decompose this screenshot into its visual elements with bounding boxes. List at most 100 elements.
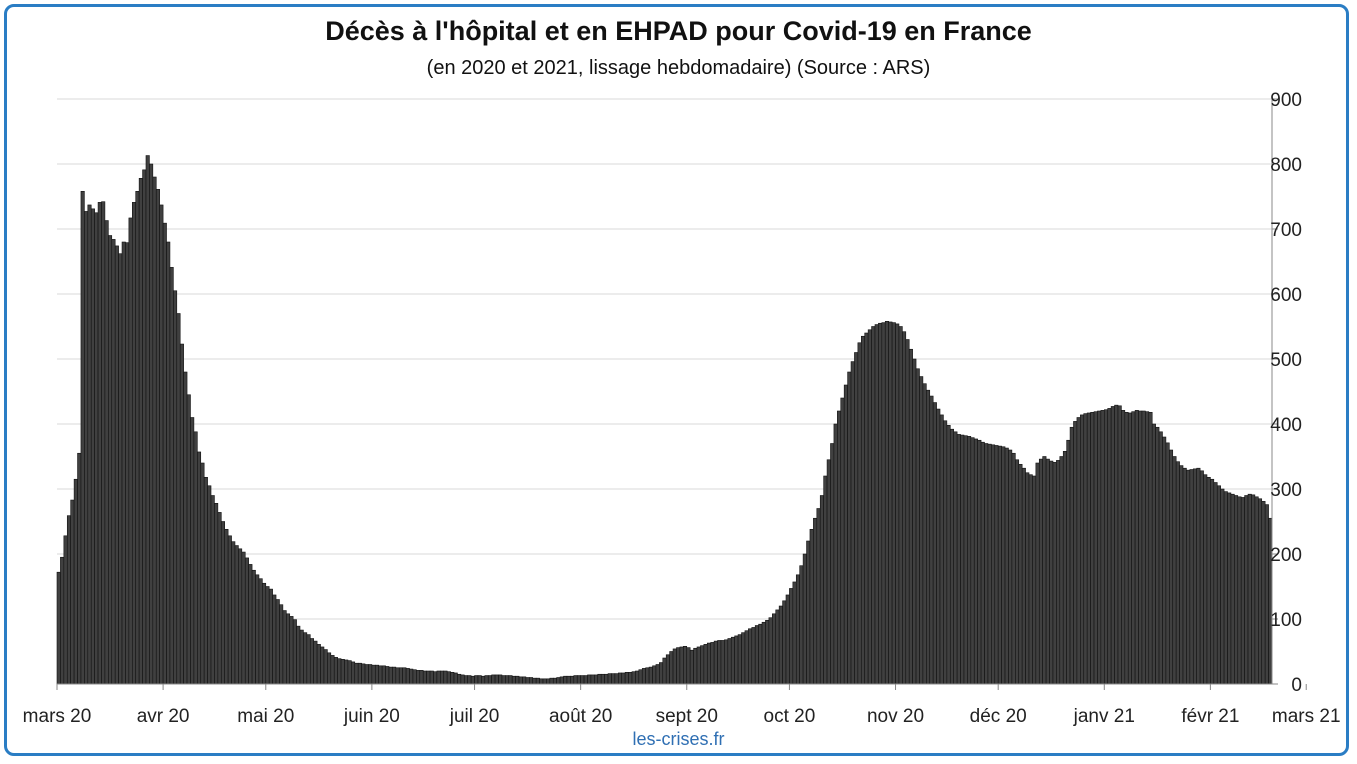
bar <box>272 594 277 685</box>
bar <box>1165 442 1170 685</box>
bar <box>943 420 948 685</box>
bar <box>1247 493 1252 685</box>
bar <box>628 671 633 685</box>
bar <box>854 352 859 685</box>
bar <box>193 431 198 685</box>
bar <box>149 163 154 685</box>
bar <box>77 452 82 685</box>
y-tick-label: 900 <box>1270 90 1302 111</box>
bar <box>816 508 821 685</box>
bar <box>1062 450 1067 685</box>
bar <box>706 642 712 685</box>
bar <box>775 609 780 685</box>
bar <box>183 371 188 685</box>
x-tick-label: sept 20 <box>656 706 718 727</box>
bar <box>614 673 619 685</box>
bar <box>700 645 705 685</box>
x-tick-label: nov 20 <box>867 706 924 727</box>
bar <box>696 646 701 685</box>
bar <box>1264 504 1269 685</box>
bar <box>881 322 886 685</box>
bar <box>1244 495 1249 685</box>
y-tick-labels: 0 100 200 300 400 500 600 700 800 900 <box>1270 90 1302 696</box>
bar <box>388 666 393 685</box>
bar <box>309 638 314 685</box>
bar <box>761 621 766 685</box>
bar <box>830 443 835 685</box>
bar <box>371 664 376 685</box>
bar <box>344 659 349 685</box>
bar <box>1261 501 1266 685</box>
bar <box>980 441 985 685</box>
bar <box>860 335 866 685</box>
bar <box>884 320 889 685</box>
bar <box>214 502 219 685</box>
bar <box>320 646 325 685</box>
bar <box>484 675 489 685</box>
bar <box>710 642 715 685</box>
bar <box>90 208 95 685</box>
bar <box>118 253 123 685</box>
bar <box>1131 411 1136 685</box>
bar <box>1213 482 1218 685</box>
bar <box>1076 417 1081 685</box>
bar <box>1117 405 1122 685</box>
bar <box>1254 496 1259 685</box>
bar <box>638 669 643 685</box>
bar <box>1182 467 1187 685</box>
bar <box>132 202 137 685</box>
bar <box>1038 458 1043 685</box>
bar <box>487 675 492 685</box>
bar <box>125 242 130 685</box>
bar <box>203 476 208 685</box>
bar <box>758 623 763 685</box>
bar <box>1210 478 1215 685</box>
y-tick-label: 0 <box>1291 675 1302 696</box>
bar <box>1138 410 1143 685</box>
bar <box>210 495 215 685</box>
bar <box>1169 449 1174 685</box>
bar <box>1141 410 1146 685</box>
bar <box>570 675 575 685</box>
bar <box>378 665 383 685</box>
bar <box>703 644 708 685</box>
bar <box>238 548 243 685</box>
bar <box>207 485 212 685</box>
bar <box>303 632 308 685</box>
bar <box>419 670 424 685</box>
bar <box>508 675 513 685</box>
bar <box>1175 461 1180 685</box>
bar <box>967 436 972 685</box>
bar <box>1015 459 1020 685</box>
bar <box>929 395 934 685</box>
bar <box>494 674 499 685</box>
bar <box>381 665 386 685</box>
bar <box>991 444 996 685</box>
bar <box>549 677 554 685</box>
bar <box>857 342 862 685</box>
bar <box>535 677 540 685</box>
bar <box>511 675 516 685</box>
bar <box>446 671 451 685</box>
bar <box>765 619 770 685</box>
bar <box>600 673 605 685</box>
bar <box>648 666 653 685</box>
x-tick-label: déc 20 <box>970 706 1027 727</box>
bar <box>97 202 102 685</box>
bar <box>1189 469 1194 685</box>
bar <box>617 672 623 685</box>
bar <box>347 660 352 685</box>
bar <box>1073 421 1078 685</box>
bar <box>220 521 225 685</box>
bar <box>655 664 660 685</box>
bar <box>316 644 321 685</box>
bar <box>768 617 773 685</box>
bar <box>463 675 468 685</box>
bar <box>155 189 160 685</box>
bar <box>227 535 232 685</box>
y-tick-label: 600 <box>1270 285 1302 306</box>
bar <box>1035 462 1040 685</box>
bar <box>1097 410 1102 685</box>
bar <box>741 632 746 685</box>
bar <box>809 528 814 685</box>
